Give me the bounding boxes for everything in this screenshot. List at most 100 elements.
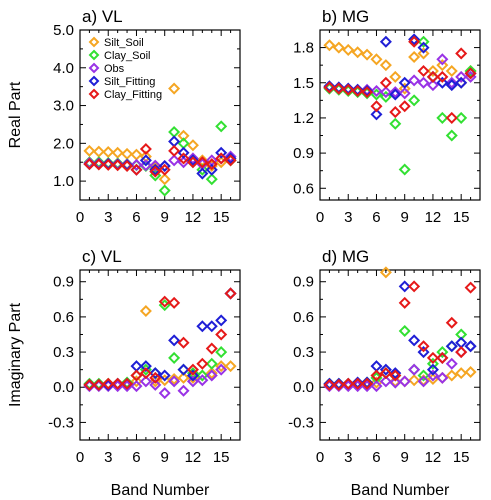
- data-point: [130, 163, 143, 176]
- data-point: [436, 76, 449, 89]
- data-point: [342, 83, 355, 96]
- legend-marker: [88, 36, 100, 48]
- data-point: [130, 369, 143, 382]
- x-tick-label: 0: [76, 449, 84, 466]
- x-tick-label: 0: [316, 449, 324, 466]
- data-point: [408, 363, 421, 376]
- y-tick-label: 5.0: [53, 22, 74, 39]
- y-tick-label: 2.0: [53, 135, 74, 152]
- data-point: [426, 351, 439, 364]
- data-point: [130, 360, 143, 373]
- data-point: [408, 50, 421, 63]
- data-point: [168, 334, 181, 347]
- data-point: [464, 67, 477, 80]
- data-point: [445, 76, 458, 89]
- data-point: [389, 70, 402, 83]
- data-point: [323, 81, 336, 94]
- y-tick-label: 1.2: [293, 110, 314, 127]
- series-clay-soil: [83, 120, 237, 197]
- data-point: [196, 163, 209, 176]
- data-point: [417, 375, 430, 388]
- series-clay-fitting: [323, 35, 477, 124]
- x-tick-label: 0: [76, 209, 84, 226]
- data-point: [351, 84, 364, 97]
- data-point: [417, 47, 430, 60]
- data-point: [186, 369, 199, 382]
- x-tick-label: 3: [104, 209, 112, 226]
- data-point: [177, 371, 190, 384]
- data-point: [139, 375, 152, 388]
- x-tick-label: 9: [161, 209, 169, 226]
- data-point: [158, 369, 171, 382]
- x-tick-label: 3: [344, 209, 352, 226]
- plot-frame: [79, 29, 241, 201]
- data-point: [177, 146, 190, 159]
- data-point: [408, 35, 421, 48]
- data-point: [445, 316, 458, 329]
- data-point: [102, 377, 115, 390]
- data-point: [426, 79, 439, 92]
- data-point: [426, 70, 439, 83]
- data-point: [130, 380, 143, 393]
- data-point: [186, 154, 199, 167]
- y-tick-label: 0.9: [293, 274, 314, 291]
- data-point: [417, 369, 430, 382]
- y-tick-label: 0.3: [53, 344, 74, 361]
- y-tick-label: 1.0: [53, 173, 74, 190]
- data-point: [455, 76, 468, 89]
- data-point: [158, 295, 171, 308]
- panel-title: a) VL: [82, 7, 123, 26]
- data-point: [121, 147, 134, 160]
- data-point: [215, 363, 228, 376]
- panel-title: c) VL: [82, 247, 122, 266]
- data-point: [177, 137, 190, 150]
- x-tick-label: 15: [213, 209, 230, 226]
- x-tick-label: 15: [453, 449, 470, 466]
- data-point: [130, 158, 143, 171]
- data-point: [398, 82, 411, 95]
- y-tick-label: 0.6: [293, 180, 314, 197]
- panel-title: b) MG: [322, 7, 369, 26]
- data-point: [379, 375, 392, 388]
- data-point: [342, 43, 355, 56]
- data-point: [196, 369, 209, 382]
- x-tick-label: 6: [372, 449, 380, 466]
- data-point: [389, 117, 402, 130]
- y-axis-title: Imaginary Part: [7, 302, 24, 407]
- legend-label: Clay_Soil: [104, 50, 150, 62]
- data-point: [323, 378, 336, 391]
- data-point: [436, 53, 449, 66]
- data-point: [177, 129, 190, 142]
- x-tick-label: 6: [132, 209, 140, 226]
- data-point: [436, 351, 449, 364]
- data-point: [177, 336, 190, 349]
- legend-marker: [88, 88, 100, 100]
- data-point: [379, 59, 392, 72]
- data-point: [408, 94, 421, 107]
- data-point: [102, 158, 115, 171]
- data-point: [379, 266, 392, 279]
- y-tick-label: 1.8: [293, 40, 314, 57]
- data-point: [361, 377, 374, 390]
- data-point: [389, 367, 402, 380]
- data-point: [177, 152, 190, 165]
- data-point: [436, 59, 449, 72]
- data-point: [196, 167, 209, 180]
- y-tick-label: -0.3: [48, 414, 74, 431]
- data-point: [111, 146, 124, 159]
- data-point: [186, 375, 199, 388]
- y-tick-label: 1.5: [293, 75, 314, 92]
- data-point: [323, 39, 336, 52]
- data-point: [379, 76, 392, 89]
- data-point: [224, 154, 237, 167]
- data-point: [215, 314, 228, 327]
- data-point: [186, 152, 199, 165]
- legend-label: Obs: [104, 63, 125, 75]
- data-point: [455, 346, 468, 359]
- data-point: [351, 46, 364, 59]
- data-point: [370, 84, 383, 97]
- data-point: [398, 296, 411, 309]
- plot-frame: [79, 269, 241, 441]
- data-point: [196, 156, 209, 169]
- y-tick-label: 3.0: [53, 98, 74, 115]
